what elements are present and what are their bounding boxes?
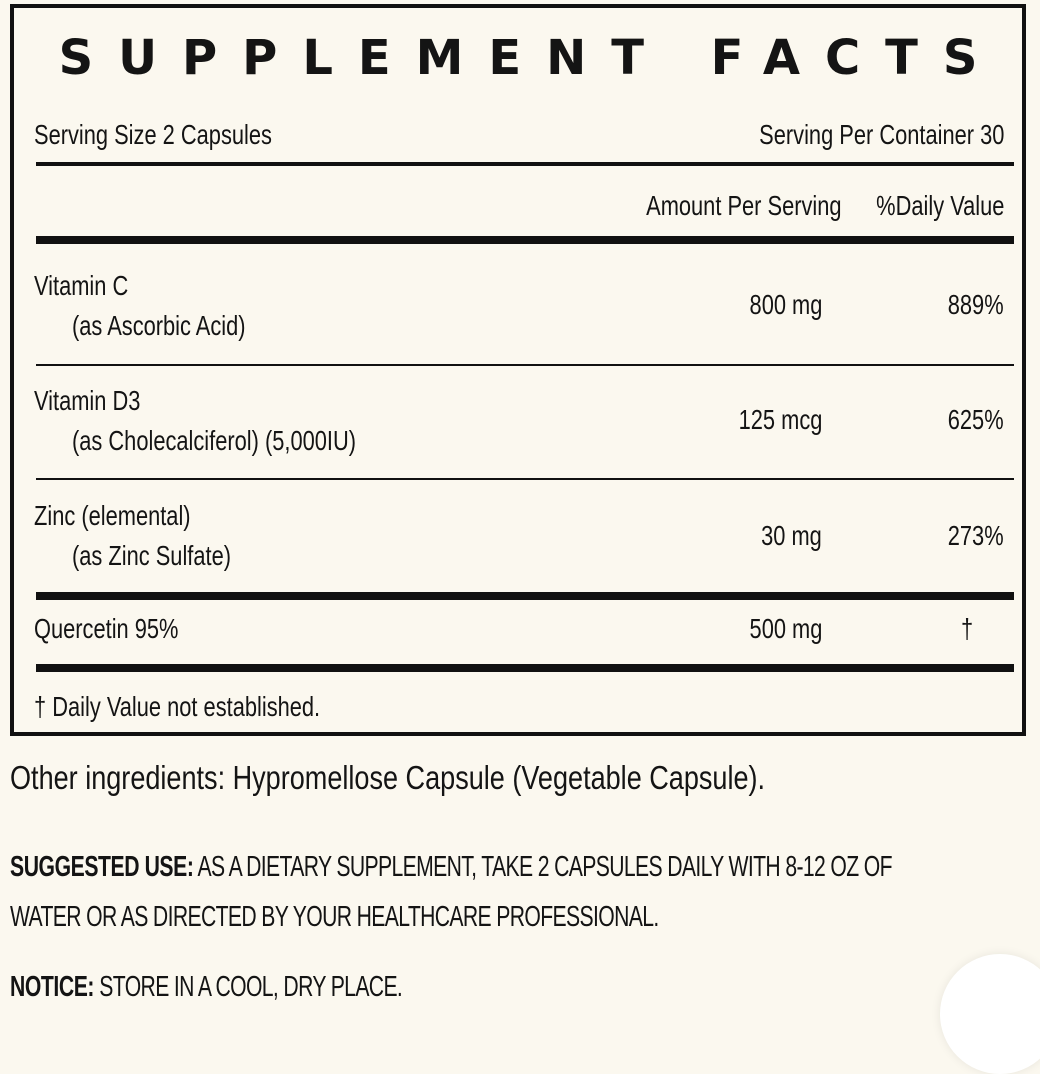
vitamin-c-dv: 889% [948,289,1004,320]
column-header-divider [36,236,1014,244]
vitamin-c-amount: 800 mg [749,289,822,320]
quercetin-name: Quercetin 95% [34,613,179,644]
notice-label: NOTICE: [10,971,95,1003]
serving-size: Serving Size 2 Capsules [34,119,272,150]
notice-line: NOTICE: STORE IN A COOL, DRY PLACE. [10,968,403,1007]
suggested-use-line-2: WATER OR AS DIRECTED BY YOUR HEALTHCARE … [10,901,659,933]
panel-title: SUPPLEMENT FACTS [58,30,1003,86]
zinc-dv: 273% [948,520,1004,551]
daily-value-footnote: † Daily Value not established. [34,691,321,722]
suggested-use-line-1: SUGGESTED USE: AS A DIETARY SUPPLEMENT, … [10,848,893,887]
other-ingredients: Other ingredients: Hypromellose Capsule … [10,759,766,796]
zinc-detail: (as Zinc Sulfate) [72,540,232,571]
vitamin-d3-name: Vitamin D3 [34,385,141,416]
zinc-name: Zinc (elemental) [34,500,191,531]
row-divider [36,364,1014,366]
vitamin-d3-amount: 125 mcg [738,404,822,435]
footnote-divider [36,664,1014,672]
vitamin-c-name: Vitamin C [34,270,129,301]
zinc-amount: 30 mg [761,520,822,551]
vitamin-d3-dv: 625% [948,404,1004,435]
servings-per-container: Serving Per Container 30 [758,119,1004,150]
quercetin-dv: † [961,613,974,644]
supplement-facts-panel: SUPPLEMENT FACTS Serving Size 2 Capsules… [10,4,1026,736]
vitamin-d3-detail: (as Cholecalciferol) (5,000IU) [72,425,357,456]
amount-header: Amount Per Serving [646,190,842,221]
daily-value-header: %Daily Value [875,190,1004,221]
vitamin-c-detail: (as Ascorbic Acid) [72,310,246,341]
suggested-use-text-1: AS A DIETARY SUPPLEMENT, TAKE 2 CAPSULES… [193,851,893,883]
nutrient-divider [36,592,1014,600]
notice-text: STORE IN A COOL, DRY PLACE. [94,971,403,1003]
row-divider [36,478,1014,480]
quercetin-amount: 500 mg [749,613,822,644]
header-divider [36,162,1014,166]
suggested-use-label: SUGGESTED USE: [10,851,194,883]
bottom-right-round-overlay [940,954,1040,1074]
